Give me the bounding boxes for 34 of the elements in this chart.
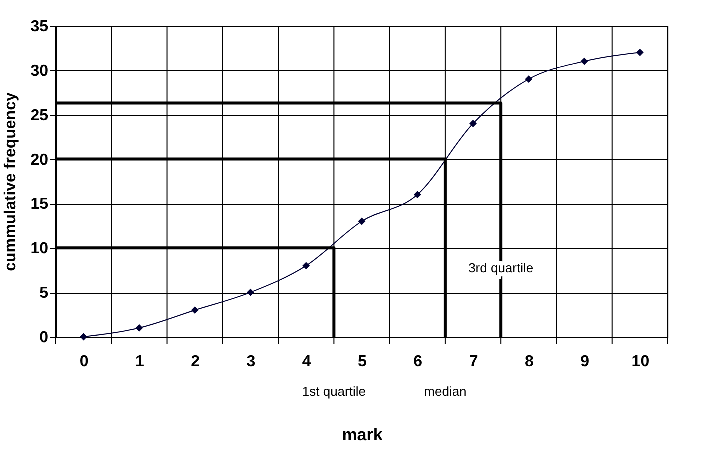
- text: 1st quartile: [302, 384, 366, 399]
- x-tick-label: 7: [469, 354, 478, 370]
- y-tick-label: 25: [30, 107, 49, 124]
- y-axis-title: cummulative frequency: [2, 92, 20, 272]
- point: [414, 191, 422, 199]
- point: [136, 324, 144, 332]
- y-tick-label: 15: [30, 196, 49, 214]
- y-tick-label: 0: [40, 330, 49, 346]
- point: [80, 333, 88, 341]
- x-tick-label: 8: [524, 354, 534, 370]
- x-tick-label: 6: [414, 354, 423, 370]
- point: [302, 262, 310, 270]
- x-tick-label: 1: [136, 354, 144, 370]
- x-tick-label: 3: [246, 354, 256, 370]
- x-tick-label: 2: [191, 354, 200, 370]
- point: [358, 218, 366, 226]
- x-tick-label: 0: [80, 354, 89, 370]
- x-tick-label: 4: [302, 354, 312, 370]
- point: [247, 288, 254, 296]
- text: median: [424, 384, 467, 399]
- point: [470, 120, 477, 128]
- point: [636, 48, 644, 56]
- point: [580, 58, 588, 66]
- point: [191, 306, 199, 314]
- point: [525, 76, 533, 84]
- y-tick-label: 30: [30, 62, 49, 80]
- x-tick-label: 10: [632, 354, 650, 370]
- y-tick-label: 20: [30, 152, 49, 169]
- x-tick-label: 5: [358, 354, 368, 370]
- y-tick-label: 10: [30, 240, 49, 258]
- x-tick-label: 9: [580, 354, 590, 370]
- y-tick-label: 35: [30, 18, 49, 36]
- x-axis-title: mark: [342, 426, 384, 444]
- y-tick-label: 5: [40, 285, 49, 302]
